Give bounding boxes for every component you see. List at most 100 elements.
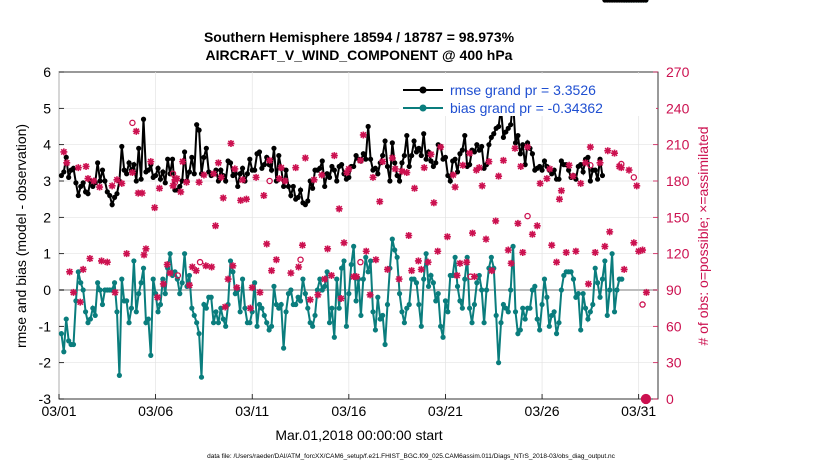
obs-assimilated-marker	[151, 204, 159, 212]
obs-assimilated-marker	[488, 267, 496, 275]
obs-assimilated-marker	[327, 271, 335, 279]
obs-assimilated-marker	[183, 178, 191, 186]
rmse-point	[194, 122, 200, 128]
bias-point	[488, 254, 494, 260]
rmse-point	[566, 167, 572, 173]
obs-assimilated-marker	[417, 265, 425, 273]
obs-assimilated-marker	[169, 182, 177, 190]
left-tick-label: 5	[43, 100, 51, 116]
obs-assimilated-marker	[79, 265, 87, 273]
rmse-point	[102, 178, 108, 184]
obs-assimilated-marker	[330, 152, 338, 160]
rmse-point	[517, 151, 523, 157]
obs-assimilated-marker	[74, 164, 82, 172]
bias-point	[90, 305, 96, 311]
right-tick-label: 270	[666, 64, 690, 80]
rmse-point	[351, 163, 357, 170]
rmse-point	[169, 156, 176, 162]
bias-point	[194, 320, 200, 326]
rmse-point	[365, 123, 371, 130]
obs-assimilated-marker	[482, 235, 490, 243]
bias-point	[223, 323, 229, 329]
obs-assimilated-marker	[369, 173, 377, 181]
rmse-point	[423, 156, 429, 162]
rmse-point	[411, 138, 417, 144]
chart-title-line2: AIRCRAFT_V_WIND_COMPONENT @ 400 hPa	[206, 47, 513, 63]
bias-point	[457, 298, 463, 304]
bias-point	[179, 280, 185, 286]
rmse-point	[442, 154, 449, 160]
rmse-point	[119, 143, 125, 150]
legend: rmse grand pr = 3.3526 bias grand pr = -…	[399, 74, 656, 116]
obs-assimilated-marker	[246, 304, 254, 312]
obs-assimilated-marker	[314, 291, 322, 299]
bias-point	[119, 276, 125, 282]
rmse-point	[541, 158, 548, 164]
obs-possible-marker	[618, 160, 625, 168]
bias-point	[604, 312, 610, 319]
bias-point	[230, 269, 236, 275]
rmse-point	[595, 176, 601, 182]
obs-assimilated-marker	[256, 288, 264, 296]
rmse-point	[486, 142, 492, 148]
bias-point	[421, 276, 427, 282]
y-axis-label-left: rmse and bias (model - observation)	[13, 124, 29, 348]
bias-point	[541, 276, 548, 282]
obs-possible-marker	[169, 170, 177, 177]
obs-assimilated-marker	[514, 219, 522, 227]
left-tick-label: -3	[39, 391, 52, 407]
bias-point	[189, 305, 195, 311]
obs-assimilated-marker	[229, 262, 237, 270]
obs-assimilated-marker	[321, 275, 329, 283]
bias-point	[401, 320, 407, 326]
rmse-point	[157, 176, 164, 182]
rmse-point	[145, 167, 151, 173]
obs-assimilated-marker	[492, 217, 500, 225]
bias-point	[570, 276, 577, 282]
rmse-point	[177, 183, 183, 190]
rmse-point	[389, 140, 395, 146]
obs-assimilated-marker	[420, 164, 428, 172]
obs-assimilated-marker	[214, 159, 222, 167]
bias-point	[599, 276, 606, 282]
obs-assimilated-marker	[60, 148, 68, 156]
rmse-point	[396, 178, 403, 184]
rmse-point	[107, 192, 113, 199]
obs-assimilated-marker	[318, 171, 326, 179]
bias-point	[406, 301, 412, 308]
rmse-point	[213, 167, 219, 173]
legend-rmse-label: rmse grand pr = 3.3526	[450, 82, 596, 98]
rmse-point	[75, 192, 81, 199]
obs-assimilated-marker	[504, 246, 512, 254]
bias-point	[493, 312, 499, 319]
rmse-point	[409, 152, 415, 159]
rmse-point	[239, 165, 246, 171]
bias-point	[520, 305, 526, 311]
bias-point	[92, 312, 98, 319]
bias-point	[281, 345, 287, 351]
rmse-point	[524, 140, 531, 146]
x-tick-label: 03/21	[428, 403, 463, 419]
bias-point	[452, 254, 458, 260]
obs-assimilated-marker	[577, 179, 585, 187]
obs-assimilated-marker	[611, 149, 619, 157]
bias-point	[384, 301, 391, 308]
rmse-point	[433, 160, 439, 166]
obs-assimilated-marker	[231, 165, 239, 173]
rmse-point	[599, 172, 606, 179]
obs-assimilated-marker	[572, 247, 580, 255]
obs-assimilated-marker	[268, 267, 276, 275]
rmse-point	[276, 152, 282, 159]
rmse-point	[334, 178, 340, 184]
obs-assimilated-marker	[633, 182, 641, 190]
bias-point	[128, 305, 135, 311]
bias-point	[582, 305, 589, 311]
rmse-point	[317, 165, 323, 171]
rmse-point	[380, 152, 386, 159]
obs-assimilated-marker	[453, 271, 461, 279]
bias-point	[87, 316, 93, 322]
bias-point	[261, 312, 267, 319]
obs-assimilated-marker	[90, 177, 98, 185]
obs-possible-marker	[129, 119, 136, 127]
